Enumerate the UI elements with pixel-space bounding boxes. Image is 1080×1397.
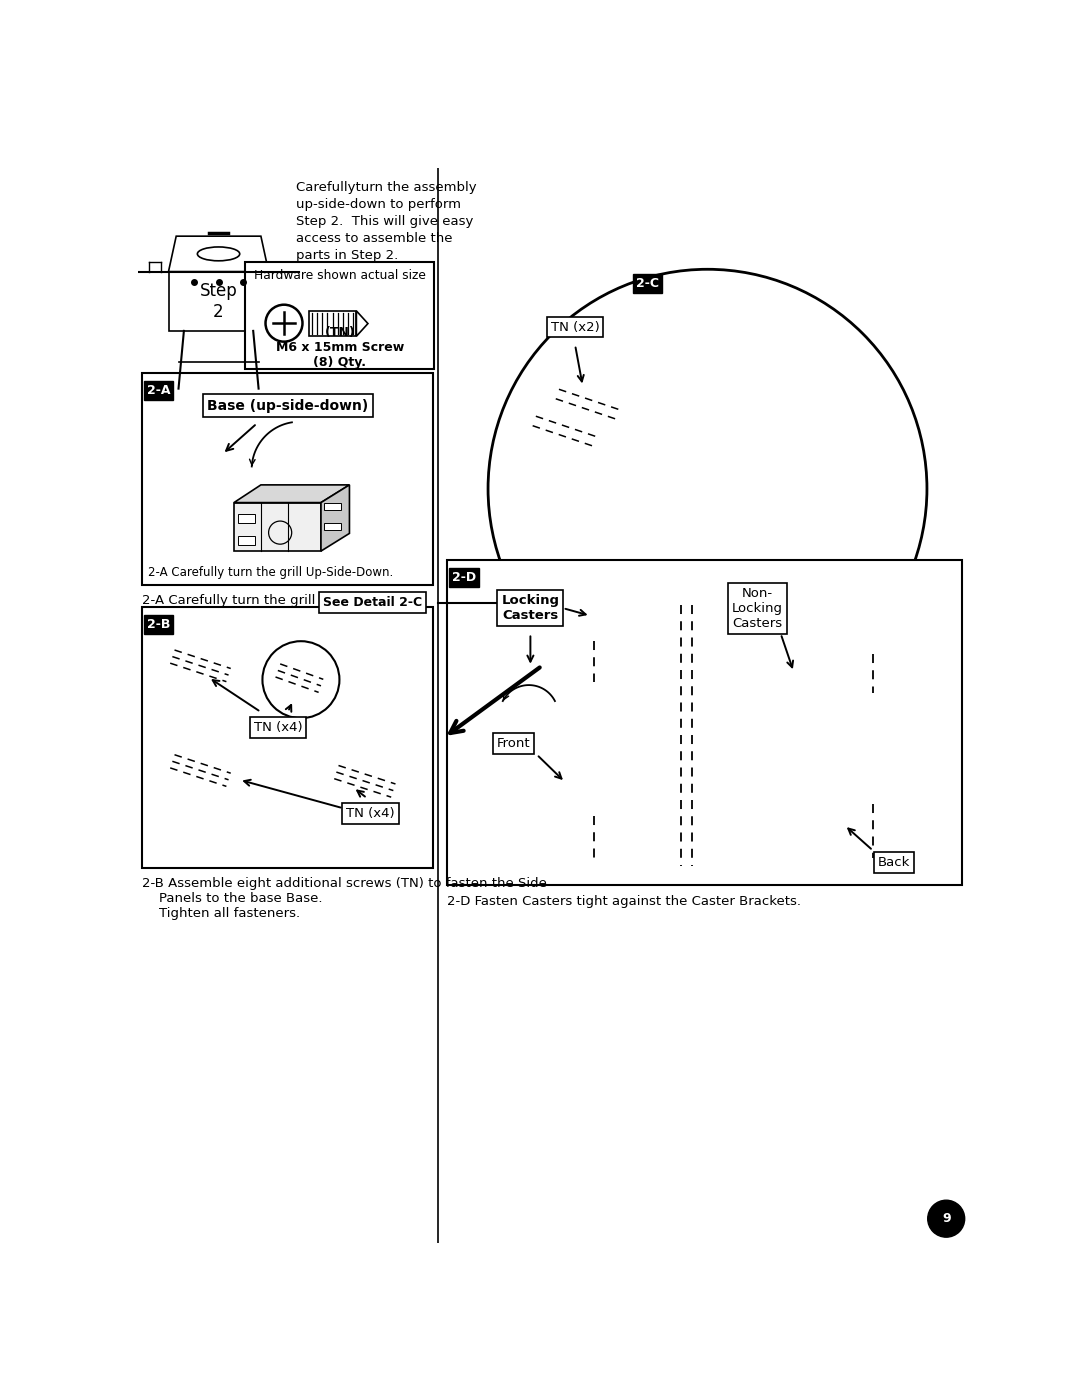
FancyBboxPatch shape bbox=[245, 261, 434, 369]
FancyBboxPatch shape bbox=[238, 535, 255, 545]
Ellipse shape bbox=[198, 247, 240, 261]
Text: Hardware shown actual size: Hardware shown actual size bbox=[254, 270, 426, 282]
Text: 2-D Fasten Casters tight against the Caster Brackets.: 2-D Fasten Casters tight against the Cas… bbox=[447, 894, 801, 908]
Text: Locking
Casters: Locking Casters bbox=[501, 594, 559, 622]
Circle shape bbox=[254, 388, 268, 402]
Polygon shape bbox=[356, 312, 368, 337]
Text: 2-B Assemble eight additional screws (TN) to fasten the Side
    Panels to the b: 2-B Assemble eight additional screws (TN… bbox=[141, 877, 546, 919]
FancyBboxPatch shape bbox=[309, 312, 356, 337]
Text: (TN)
M6 x 15mm Screw
(8) Qty.: (TN) M6 x 15mm Screw (8) Qty. bbox=[275, 327, 404, 369]
Text: Carefullyturn the assembly
up-side-down to perform
Step 2.  This will give easy
: Carefullyturn the assembly up-side-down … bbox=[296, 180, 476, 261]
Text: TN (x2): TN (x2) bbox=[551, 320, 599, 334]
FancyBboxPatch shape bbox=[141, 608, 433, 868]
FancyBboxPatch shape bbox=[324, 522, 341, 529]
Text: Back: Back bbox=[878, 856, 910, 869]
Text: TN (x4): TN (x4) bbox=[346, 807, 394, 820]
Text: Front: Front bbox=[497, 738, 530, 750]
Polygon shape bbox=[234, 485, 350, 503]
Polygon shape bbox=[321, 485, 350, 550]
Text: 2-A: 2-A bbox=[147, 384, 171, 397]
Text: Step
2: Step 2 bbox=[200, 282, 238, 321]
FancyBboxPatch shape bbox=[447, 560, 961, 886]
Text: Non-
Locking
Casters: Non- Locking Casters bbox=[732, 587, 783, 630]
Text: TN (x4): TN (x4) bbox=[254, 721, 302, 733]
Text: 9: 9 bbox=[942, 1213, 950, 1225]
Text: 2-C: 2-C bbox=[636, 277, 659, 289]
FancyBboxPatch shape bbox=[238, 514, 255, 524]
Text: 2-B: 2-B bbox=[147, 617, 171, 631]
FancyBboxPatch shape bbox=[168, 271, 269, 331]
Polygon shape bbox=[168, 236, 269, 271]
FancyBboxPatch shape bbox=[141, 373, 433, 585]
Circle shape bbox=[928, 1200, 964, 1238]
Circle shape bbox=[241, 386, 251, 395]
Text: 2-A Carefully turn the grill Up-Side-Down.: 2-A Carefully turn the grill Up-Side-Dow… bbox=[141, 594, 418, 608]
Text: Base (up-side-down): Base (up-side-down) bbox=[207, 398, 368, 412]
Text: 2-D: 2-D bbox=[453, 571, 476, 584]
FancyBboxPatch shape bbox=[324, 503, 341, 510]
Polygon shape bbox=[234, 503, 321, 550]
Text: See Detail 2-C: See Detail 2-C bbox=[323, 597, 422, 609]
Circle shape bbox=[187, 386, 197, 395]
Circle shape bbox=[170, 388, 184, 402]
Text: 2-A Carefully turn the grill Up-Side-Down.: 2-A Carefully turn the grill Up-Side-Dow… bbox=[148, 566, 393, 578]
